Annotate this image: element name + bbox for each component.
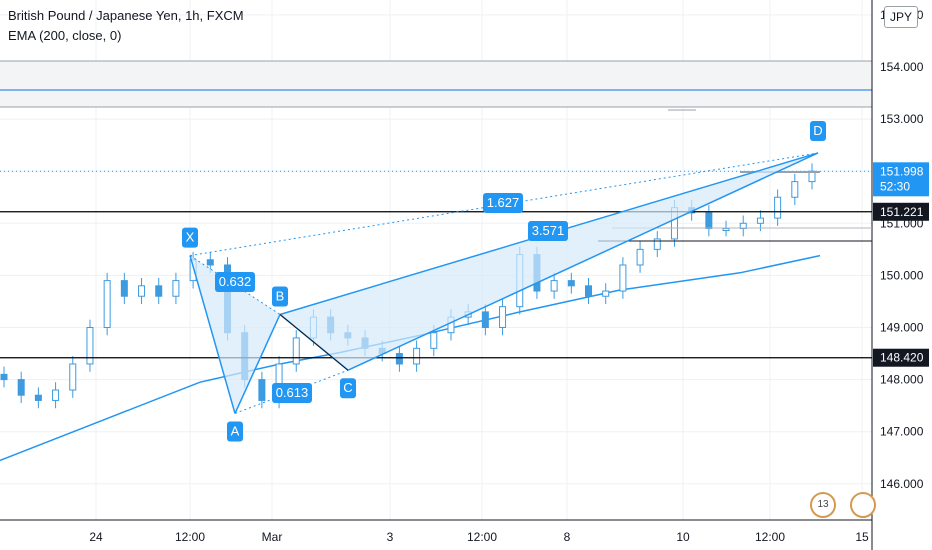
candle-body bbox=[138, 285, 146, 297]
candle-body bbox=[86, 327, 94, 365]
candle-body bbox=[206, 259, 214, 266]
ema-indicator-label[interactable]: EMA (200, close, 0) bbox=[8, 28, 122, 43]
point-label-B: B bbox=[276, 288, 285, 303]
candle-body bbox=[602, 290, 610, 297]
economic-event-icon[interactable] bbox=[850, 492, 876, 518]
bcd-triangle bbox=[280, 152, 818, 371]
pattern-leg bbox=[189, 255, 236, 414]
ratio-label-bg bbox=[483, 193, 523, 213]
candle-body bbox=[791, 181, 799, 198]
candle-body bbox=[653, 238, 661, 250]
candle-body bbox=[705, 212, 713, 230]
y-tick-label: 149.000 bbox=[880, 321, 924, 335]
candle-body bbox=[52, 389, 60, 401]
candle-body bbox=[120, 280, 128, 297]
x-tick-label: 12:00 bbox=[175, 530, 205, 544]
candle-body bbox=[430, 332, 438, 349]
y-tick-label: 153.000 bbox=[880, 112, 924, 126]
symbol-title[interactable]: British Pound / Japanese Yen, 1h, FXCM bbox=[8, 8, 244, 23]
candle-body bbox=[636, 248, 644, 266]
point-label-bg bbox=[272, 286, 288, 307]
pattern-leg bbox=[234, 314, 281, 414]
zone-band bbox=[0, 61, 872, 107]
candle-body bbox=[739, 222, 747, 230]
candle-body bbox=[585, 285, 593, 297]
point-label-D: D bbox=[813, 123, 822, 138]
events-count: 13 bbox=[817, 499, 829, 510]
y-tick-label: 150.000 bbox=[880, 268, 924, 282]
candle-body bbox=[413, 347, 421, 365]
candle-body bbox=[395, 353, 403, 365]
x-tick-label: 10 bbox=[676, 530, 690, 544]
ratio-label-bg bbox=[215, 272, 255, 292]
candle-body bbox=[481, 311, 489, 328]
candle-body bbox=[69, 363, 77, 391]
x-tick-label: 24 bbox=[89, 530, 103, 544]
price-label-bg bbox=[873, 162, 929, 197]
point-label-bg bbox=[810, 120, 826, 141]
ratio-label-bg bbox=[528, 221, 568, 241]
candle-body bbox=[258, 379, 266, 401]
ratio-label: 3.571 bbox=[532, 223, 565, 238]
price-label: 148.420 bbox=[880, 351, 924, 365]
y-tick-label: 154.000 bbox=[880, 60, 924, 74]
candle-body bbox=[756, 217, 764, 224]
candle-body bbox=[34, 394, 42, 401]
candle-body bbox=[292, 337, 300, 365]
y-tick-label: 146.000 bbox=[880, 477, 924, 491]
candle-body bbox=[774, 196, 782, 219]
chart-legend: British Pound / Japanese Yen, 1h, FXCM E… bbox=[8, 6, 244, 46]
price-label-bg bbox=[873, 348, 929, 367]
currency-unit-button[interactable]: JPY bbox=[884, 6, 918, 28]
xab-triangle bbox=[190, 255, 280, 414]
candle-body bbox=[722, 228, 730, 232]
point-label-bg bbox=[340, 378, 356, 399]
candle-body bbox=[155, 285, 163, 297]
x-tick-label: 12:00 bbox=[755, 530, 785, 544]
candle-body bbox=[17, 379, 25, 396]
price-label: 151.221 bbox=[880, 205, 924, 219]
events-badge[interactable]: 13 bbox=[810, 492, 836, 518]
ratio-label-bg bbox=[272, 383, 312, 403]
bc-dark-line bbox=[279, 314, 349, 371]
x-tick-label: 12:00 bbox=[467, 530, 497, 544]
x-tick-label: 3 bbox=[387, 530, 394, 544]
price-label: 151.998 bbox=[880, 164, 924, 178]
candle-body bbox=[499, 306, 507, 329]
candle-body bbox=[619, 264, 627, 292]
point-label-A: A bbox=[231, 423, 240, 438]
harmonic-pattern: X A B C D 0.632 0.613 1.627 3.571 bbox=[182, 120, 826, 442]
countdown-label: 52:30 bbox=[880, 179, 910, 193]
ratio-line-xd bbox=[189, 152, 819, 257]
ratio-label: 0.632 bbox=[219, 274, 252, 289]
point-label-bg bbox=[182, 227, 198, 248]
pattern-leg bbox=[347, 152, 819, 371]
point-label-C: C bbox=[343, 380, 352, 395]
candle-body bbox=[172, 280, 180, 297]
candle-body bbox=[0, 373, 8, 381]
price-label-bg bbox=[873, 202, 929, 221]
ratio-label: 1.627 bbox=[487, 195, 520, 210]
candle-body bbox=[567, 280, 575, 287]
x-tick-label: Mar bbox=[262, 530, 283, 544]
ratio-label: 0.613 bbox=[276, 385, 309, 400]
x-tick-label: 15 bbox=[855, 530, 869, 544]
y-tick-label: 148.000 bbox=[880, 373, 924, 387]
y-tick-label: 147.000 bbox=[880, 425, 924, 439]
point-label-bg bbox=[227, 421, 243, 442]
x-tick-label: 8 bbox=[564, 530, 571, 544]
candle-body bbox=[550, 280, 558, 292]
point-label-X: X bbox=[186, 230, 195, 245]
candle-body bbox=[103, 280, 111, 328]
